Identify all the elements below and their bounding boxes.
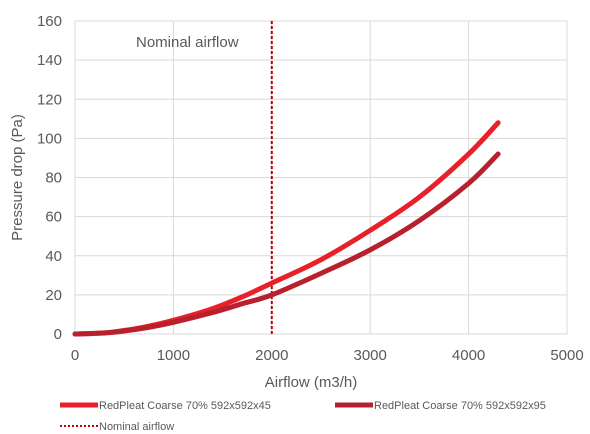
legend: RedPleat Coarse 70% 592x592x45 RedPleat C…	[60, 400, 546, 433]
series-line-2	[72, 151, 501, 337]
gridlines	[74, 20, 568, 335]
x-tick-label: 0	[71, 347, 79, 364]
x-axis-ticks: 0 1000 2000 3000 4000 5000	[71, 347, 584, 364]
x-tick-label: 1000	[157, 347, 190, 364]
y-tick-label: 20	[45, 287, 62, 304]
y-tick-label: 60	[45, 209, 62, 226]
y-axis-title: Pressure drop (Pa)	[9, 114, 26, 241]
x-tick-label: 4000	[452, 347, 485, 364]
legend-label-1: RedPleat Coarse 70% 592x592x45	[99, 400, 271, 412]
legend-label-3: Nominal airflow	[99, 421, 174, 433]
x-axis-title: Airflow (m3/h)	[265, 374, 358, 391]
x-tick-label: 2000	[255, 347, 288, 364]
legend-label-2: RedPleat Coarse 70% 592x592x95	[374, 400, 546, 412]
y-tick-label: 160	[37, 13, 62, 30]
y-tick-label: 100	[37, 130, 62, 147]
nominal-airflow-annotation: Nominal airflow	[136, 34, 239, 51]
series-line-1	[72, 120, 501, 337]
x-tick-label: 5000	[550, 347, 583, 364]
series-lines	[72, 120, 501, 337]
x-tick-label: 3000	[354, 347, 387, 364]
y-tick-label: 0	[54, 326, 62, 343]
y-axis-ticks: 0 20 40 60 80 100 120 140 160	[37, 13, 62, 343]
y-tick-label: 120	[37, 91, 62, 108]
y-tick-label: 40	[45, 248, 62, 265]
y-tick-label: 80	[45, 170, 62, 187]
y-tick-label: 140	[37, 52, 62, 69]
